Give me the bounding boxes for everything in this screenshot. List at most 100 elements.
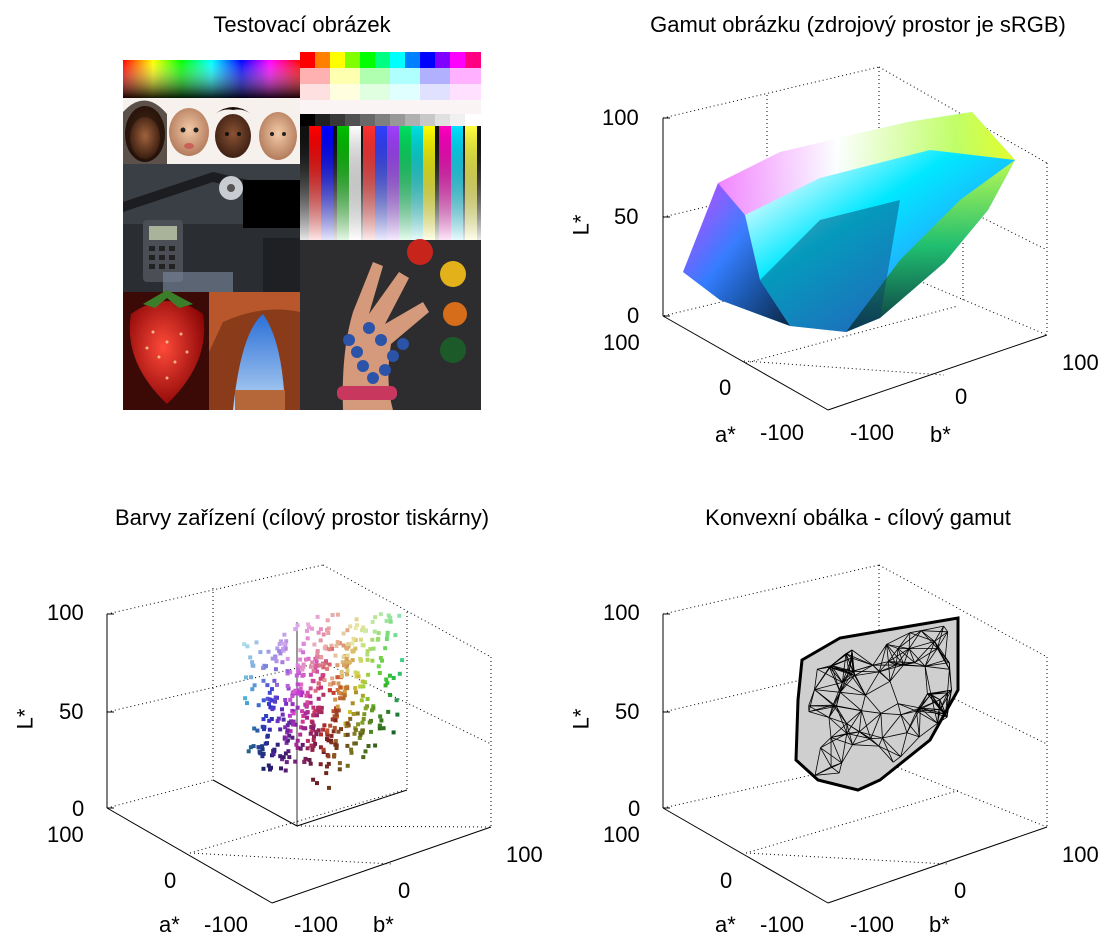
- device-color-point: [294, 673, 299, 678]
- a-axis-label: a*: [159, 912, 180, 937]
- device-color-point: [305, 636, 310, 641]
- device-color-point: [325, 627, 329, 632]
- hull-mesh-edge: [937, 713, 946, 724]
- device-color-point: [332, 753, 337, 757]
- hull-mesh-edge: [897, 703, 902, 715]
- device-color-point: [306, 622, 311, 627]
- hull-mesh-edge: [814, 669, 818, 690]
- hull-mesh-edge: [878, 661, 889, 673]
- device-color-point: [269, 765, 273, 770]
- hull-mesh-edge: [909, 632, 935, 642]
- device-color-point: [286, 749, 291, 754]
- hull-mesh-edge: [830, 737, 843, 764]
- a-tick-100: 100: [47, 822, 84, 847]
- l-tick-50: 50: [615, 699, 640, 724]
- hull-mesh-edge: [896, 664, 926, 667]
- device-color-point: [351, 712, 356, 716]
- device-color-point: [331, 729, 336, 734]
- device-color-point: [378, 612, 383, 617]
- hull-mesh-edge: [947, 669, 950, 693]
- device-color-point: [378, 714, 383, 719]
- vertical-color-bars: [300, 126, 481, 240]
- hull-mesh-edge: [888, 648, 910, 662]
- device-color-point: [353, 686, 358, 691]
- hull-mesh-edge: [852, 738, 871, 746]
- device-color-point: [300, 667, 305, 672]
- hull-mesh-edge: [814, 747, 821, 776]
- device-color-point: [359, 637, 363, 642]
- device-color-point: [250, 687, 255, 692]
- device-color-point: [383, 683, 388, 688]
- device-color-point: [335, 612, 340, 617]
- device-color-point: [316, 681, 321, 686]
- device-color-point: [250, 660, 255, 665]
- device-color-point: [317, 708, 321, 713]
- device-color-point: [397, 671, 402, 676]
- b-tick-neg100: -100: [294, 912, 339, 937]
- hull-mesh-edge: [851, 649, 874, 666]
- device-color-point: [312, 642, 317, 647]
- device-color-point: [335, 675, 340, 680]
- hull-mesh-edge: [897, 630, 922, 649]
- l-tick-100: 100: [603, 600, 640, 625]
- hull-mesh-edge: [817, 665, 832, 670]
- b-tick-100: 100: [1062, 350, 1099, 375]
- device-color-point: [344, 724, 349, 729]
- device-color-point: [369, 729, 373, 734]
- device-color-point: [273, 699, 278, 704]
- device-color-point: [361, 755, 366, 760]
- device-color-point: [340, 660, 345, 665]
- device-color-point: [365, 697, 370, 701]
- hull-mesh-edge: [886, 632, 911, 645]
- device-color-point: [338, 696, 343, 701]
- hull-mesh-edge: [859, 712, 882, 733]
- device-color-point: [295, 682, 300, 687]
- device-color-point: [335, 640, 340, 645]
- hull-mesh-edge: [888, 661, 897, 666]
- hull-mesh-edge: [845, 653, 850, 673]
- l-tick-0: 0: [72, 796, 85, 821]
- device-color-point: [256, 703, 261, 708]
- l-axis-label: L*: [568, 708, 594, 730]
- device-color-point: [249, 675, 254, 680]
- device-color-point: [377, 726, 382, 731]
- hull-mesh-edge: [808, 711, 830, 718]
- device-color-point: [334, 712, 339, 717]
- device-color-point: [279, 766, 283, 771]
- device-color-point: [271, 748, 276, 753]
- a-tick-0: 0: [719, 375, 732, 400]
- hull-mesh-edge: [879, 664, 904, 673]
- device-color-point: [400, 658, 405, 663]
- device-color-point: [305, 715, 309, 720]
- device-color-point: [367, 720, 372, 725]
- device-color-point: [309, 729, 314, 734]
- device-color-point: [315, 655, 319, 660]
- device-colors-title: Barvy zařízení (cílový prostor tiskárny): [114, 505, 490, 530]
- device-color-point: [385, 680, 390, 685]
- l-tick-0: 0: [628, 796, 641, 821]
- device-color-point: [307, 758, 312, 762]
- test-image: [123, 52, 481, 410]
- hand-beads: [337, 239, 467, 410]
- device-color-point: [345, 668, 350, 673]
- hull-mesh-edge: [820, 733, 847, 749]
- device-color-point: [348, 716, 353, 721]
- hull-mesh-edge: [914, 641, 935, 663]
- device-color-point: [290, 694, 295, 698]
- device-color-point: [359, 698, 364, 703]
- device-color-point: [264, 714, 269, 718]
- hull-mesh-edge: [852, 731, 860, 745]
- device-color-point: [248, 655, 253, 660]
- device-color-point: [272, 678, 277, 683]
- device-color-point: [261, 766, 266, 771]
- device-color-point: [285, 738, 290, 743]
- hull-mesh-edge: [846, 733, 853, 745]
- hull-mesh-edge: [924, 666, 932, 695]
- device-color-point: [333, 653, 338, 658]
- hull-mesh-edge: [870, 738, 880, 747]
- device-color-point: [275, 682, 279, 687]
- hull-mesh-edge: [921, 625, 944, 632]
- b-tick-neg100: -100: [850, 420, 895, 445]
- device-color-point: [342, 690, 347, 694]
